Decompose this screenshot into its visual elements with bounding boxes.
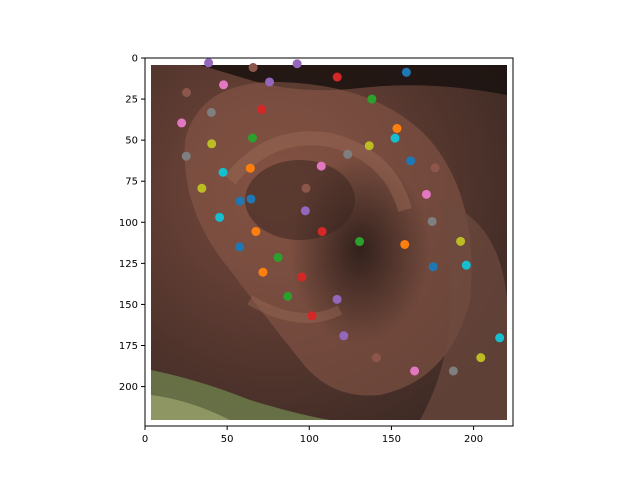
scatter-point	[355, 237, 365, 247]
scatter-point	[332, 72, 342, 82]
scatter-point	[297, 272, 307, 282]
y-tick-label: 50	[125, 136, 138, 147]
scatter-point	[476, 353, 486, 363]
scatter-point	[392, 123, 402, 133]
scatter-point	[430, 163, 440, 173]
scatter-point	[219, 80, 229, 90]
scatter-point	[300, 206, 310, 216]
y-tick-label: 25	[125, 95, 138, 106]
scatter-point	[427, 216, 437, 226]
scatter-point	[246, 194, 256, 204]
scatter-point	[367, 94, 377, 104]
scatter-point	[448, 366, 458, 376]
scatter-point	[421, 189, 431, 199]
scatter-point	[364, 141, 374, 151]
scatter-point	[406, 156, 416, 166]
scatter-point	[245, 163, 255, 173]
scatter-point	[265, 77, 275, 87]
x-tick-label: 200	[464, 434, 483, 445]
scatter-point	[204, 58, 214, 68]
scatter-point	[206, 107, 216, 117]
scatter-point	[257, 104, 267, 114]
scatter-point	[207, 139, 217, 149]
scatter-point	[410, 366, 420, 376]
x-tick-label: 150	[382, 434, 401, 445]
scatter-point	[182, 88, 192, 97]
scatter-point	[197, 183, 207, 193]
scatter-point	[273, 252, 283, 262]
y-tick-label: 175	[119, 341, 138, 352]
scatter-point	[339, 331, 349, 341]
scatter-point	[177, 118, 187, 128]
scatter-points	[177, 58, 505, 376]
y-tick-label: 75	[125, 177, 138, 188]
x-tick-label: 100	[300, 434, 319, 445]
scatter-point	[495, 333, 505, 343]
y-tick-label: 100	[119, 218, 138, 229]
scatter-point	[371, 353, 381, 363]
scatter-point	[456, 236, 466, 246]
scatter-point	[235, 242, 245, 252]
scatter-point	[400, 239, 410, 249]
ear-photo	[145, 58, 513, 426]
scatter-point	[390, 133, 400, 143]
scatter-point	[307, 311, 317, 321]
axis-ticks: 0 50 100 150 200 0 25 50 75 100 125 150 175 200	[119, 54, 483, 446]
x-tick-label: 0	[142, 434, 148, 445]
scatter-point	[248, 63, 258, 73]
scatter-point	[218, 167, 228, 177]
scatter-point	[317, 226, 327, 236]
y-tick-label: 125	[119, 259, 138, 270]
scatter-point	[181, 151, 191, 161]
y-tick-label: 0	[132, 54, 138, 65]
scatter-point	[283, 291, 293, 301]
scatter-point	[235, 196, 245, 206]
scatter-point	[461, 260, 471, 270]
scatter-point	[332, 294, 342, 304]
scatter-point	[251, 226, 261, 236]
axes-frame	[144, 57, 514, 427]
y-tick-label: 150	[119, 300, 138, 311]
scatter-point	[292, 59, 302, 69]
scatter-point	[428, 262, 438, 272]
scatter-point	[301, 183, 311, 193]
x-tick-label: 50	[221, 434, 234, 445]
scatter-point	[247, 133, 257, 143]
scatter-point	[343, 149, 353, 159]
scatter-point	[258, 267, 268, 277]
scatter-point	[401, 67, 411, 77]
scatter-point	[215, 212, 225, 222]
scatter-point	[316, 161, 326, 171]
y-tick-label: 200	[119, 382, 138, 393]
